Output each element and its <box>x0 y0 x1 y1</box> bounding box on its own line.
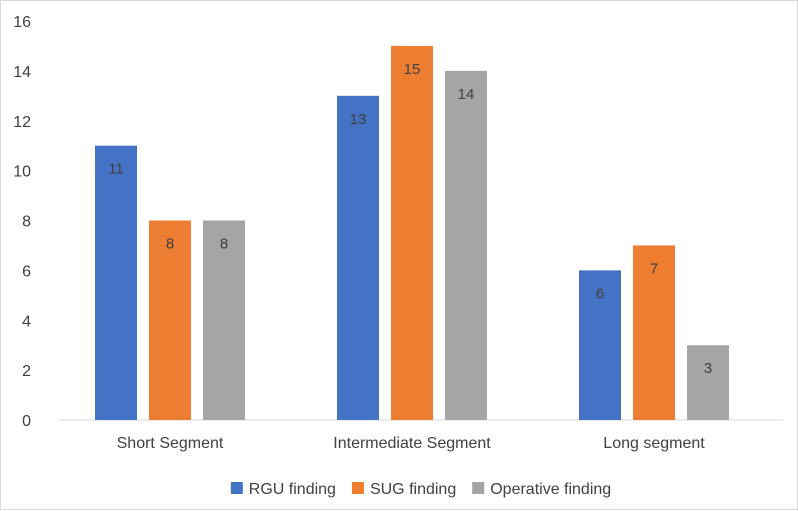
data-label: 14 <box>458 86 475 103</box>
data-label: 13 <box>350 111 367 128</box>
data-label: 8 <box>220 236 228 253</box>
bar <box>391 45 433 420</box>
legend-label: Operative finding <box>490 481 611 498</box>
bar <box>95 145 137 420</box>
legend-swatch <box>230 482 243 494</box>
y-tick-label: 16 <box>13 14 31 31</box>
x-tick-label: Long segment <box>603 435 705 452</box>
bar <box>149 220 191 420</box>
data-label: 6 <box>596 285 604 302</box>
bar <box>687 345 729 420</box>
bar <box>445 70 487 420</box>
y-tick-label: 8 <box>22 214 31 231</box>
bar <box>203 220 245 420</box>
y-tick-label: 12 <box>13 114 31 131</box>
legend-label: SUG finding <box>370 481 456 498</box>
data-labels-group: 11 8 8 13 15 14 6 7 3 <box>108 61 712 377</box>
legend-swatch <box>472 482 485 494</box>
legend-label: RGU finding <box>249 481 336 498</box>
data-label: 11 <box>108 161 124 178</box>
y-tick-label: 0 <box>22 413 31 430</box>
legend: RGU finding SUG finding Operative finding <box>230 481 611 498</box>
x-axis: Short Segment Intermediate Segment Long se… <box>117 435 706 452</box>
y-tick-label: 4 <box>22 313 31 330</box>
bar <box>579 270 621 420</box>
data-label: 15 <box>404 61 421 78</box>
x-tick-label: Short Segment <box>117 435 224 452</box>
bars-group <box>95 45 729 420</box>
legend-swatch <box>351 482 364 494</box>
bar <box>633 245 675 420</box>
bar <box>337 95 379 420</box>
y-tick-label: 2 <box>22 363 31 380</box>
data-label: 3 <box>704 360 712 377</box>
y-tick-label: 14 <box>13 64 31 81</box>
data-label: 8 <box>166 236 174 253</box>
y-axis: 0 2 4 6 8 10 12 14 16 <box>13 14 31 430</box>
data-label: 7 <box>650 260 658 277</box>
y-tick-label: 6 <box>22 263 31 280</box>
y-tick-label: 10 <box>13 164 31 181</box>
x-tick-label: Intermediate Segment <box>333 435 491 452</box>
